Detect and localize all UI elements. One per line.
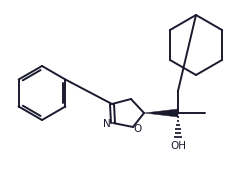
- Text: O: O: [134, 124, 142, 134]
- Polygon shape: [144, 109, 178, 117]
- Text: OH: OH: [170, 141, 186, 151]
- Text: N: N: [103, 119, 111, 129]
